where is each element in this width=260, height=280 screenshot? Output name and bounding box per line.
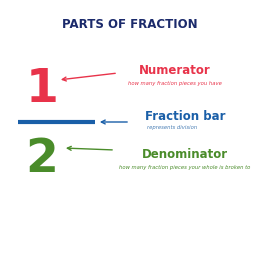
Text: how many fraction pieces your whole is broken to: how many fraction pieces your whole is b… bbox=[119, 165, 251, 169]
Text: PARTS OF FRACTION: PARTS OF FRACTION bbox=[62, 18, 198, 31]
Text: represents division: represents division bbox=[147, 125, 197, 130]
Text: 1: 1 bbox=[25, 67, 58, 113]
Text: 2: 2 bbox=[25, 137, 58, 183]
Text: Numerator: Numerator bbox=[139, 64, 211, 76]
Text: Denominator: Denominator bbox=[142, 148, 228, 162]
Text: how many fraction pieces you have: how many fraction pieces you have bbox=[128, 81, 222, 87]
Text: Fraction bar: Fraction bar bbox=[145, 111, 225, 123]
